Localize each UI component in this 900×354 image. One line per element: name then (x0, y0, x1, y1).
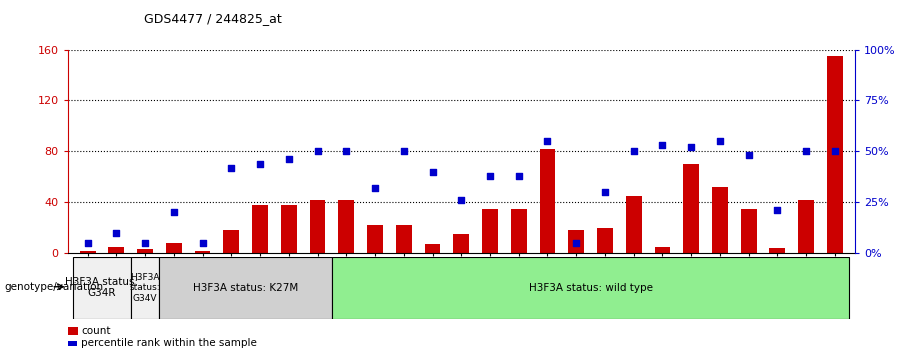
Text: GDS4477 / 244825_at: GDS4477 / 244825_at (144, 12, 282, 25)
Text: H3F3A status: K27M: H3F3A status: K27M (194, 282, 298, 293)
Bar (73, 257, 130, 319)
Point (397, 149, 411, 154)
Bar (80, 251, 95, 253)
Point (598, 189, 612, 195)
Point (799, 149, 814, 154)
Text: H3F3A status:
G34R: H3F3A status: G34R (66, 277, 139, 298)
Bar (741, 209, 757, 253)
Bar (540, 149, 555, 253)
Point (655, 142, 670, 148)
Bar (396, 225, 411, 253)
Text: count: count (81, 326, 111, 336)
Point (368, 185, 382, 191)
Point (166, 210, 181, 215)
Point (540, 138, 554, 144)
Bar (310, 200, 326, 253)
Bar (137, 249, 153, 253)
Bar (568, 230, 584, 253)
Bar (482, 209, 498, 253)
Point (569, 240, 583, 246)
Point (828, 149, 842, 154)
Point (426, 169, 440, 175)
Point (626, 149, 641, 154)
Point (282, 157, 296, 162)
Bar (425, 244, 440, 253)
Point (742, 153, 756, 158)
Text: H3F3A
status:
G34V: H3F3A status: G34V (130, 273, 160, 303)
Bar (654, 247, 670, 253)
Point (138, 240, 152, 246)
Bar (683, 164, 699, 253)
Point (713, 138, 727, 144)
Bar (281, 205, 297, 253)
Bar (712, 187, 728, 253)
Point (109, 230, 123, 236)
Bar (166, 243, 182, 253)
Bar (159, 257, 332, 319)
Bar (338, 200, 355, 253)
Point (224, 165, 238, 171)
Point (253, 161, 267, 166)
Point (684, 144, 698, 150)
Bar (367, 225, 382, 253)
Point (80, 240, 94, 246)
Bar (770, 248, 786, 253)
Point (310, 149, 325, 154)
Text: percentile rank within the sample: percentile rank within the sample (81, 338, 256, 348)
Bar (511, 209, 526, 253)
Point (511, 173, 526, 179)
Bar (827, 56, 842, 253)
Bar (130, 257, 159, 319)
Point (339, 149, 354, 154)
Bar (109, 247, 124, 253)
Bar (252, 205, 268, 253)
Bar (798, 200, 814, 253)
Text: genotype/variation: genotype/variation (4, 282, 104, 292)
Point (770, 207, 785, 213)
Point (482, 173, 497, 179)
Bar (223, 230, 239, 253)
Bar (454, 234, 469, 253)
Bar (194, 251, 211, 253)
Bar (332, 257, 850, 319)
Point (454, 198, 468, 203)
Point (195, 240, 210, 246)
Bar (626, 196, 642, 253)
Bar (597, 228, 613, 253)
Text: H3F3A status: wild type: H3F3A status: wild type (528, 282, 652, 293)
